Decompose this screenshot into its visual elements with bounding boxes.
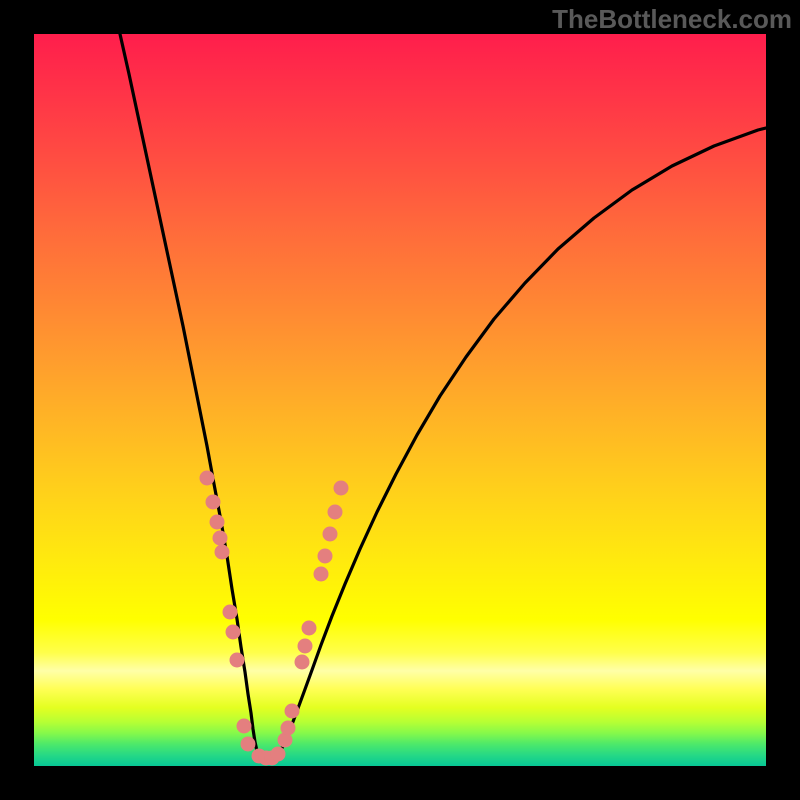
watermark-text: TheBottleneck.com — [552, 4, 792, 35]
scatter-point — [285, 704, 300, 719]
scatter-point — [241, 737, 256, 752]
scatter-point — [334, 481, 349, 496]
scatter-point — [223, 605, 238, 620]
scatter-point — [323, 527, 338, 542]
scatter-point — [314, 567, 329, 582]
curve-layer — [34, 34, 766, 766]
scatter-point — [298, 639, 313, 654]
plot-area — [34, 34, 766, 766]
chart-container: TheBottleneck.com — [0, 0, 800, 800]
scatter-point — [230, 653, 245, 668]
scatter-point — [295, 655, 310, 670]
scatter-point — [206, 495, 221, 510]
scatter-point — [213, 531, 228, 546]
scatter-point — [200, 471, 215, 486]
scatter-point — [237, 719, 252, 734]
scatter-point — [318, 549, 333, 564]
scatter-point — [210, 515, 225, 530]
curve-left-branch — [120, 34, 268, 760]
scatter-point — [281, 721, 296, 736]
scatter-point — [226, 625, 241, 640]
curve-right-branch — [268, 128, 766, 760]
scatter-points — [200, 471, 349, 766]
scatter-point — [215, 545, 230, 560]
scatter-point — [302, 621, 317, 636]
scatter-point — [271, 747, 286, 762]
scatter-point — [328, 505, 343, 520]
